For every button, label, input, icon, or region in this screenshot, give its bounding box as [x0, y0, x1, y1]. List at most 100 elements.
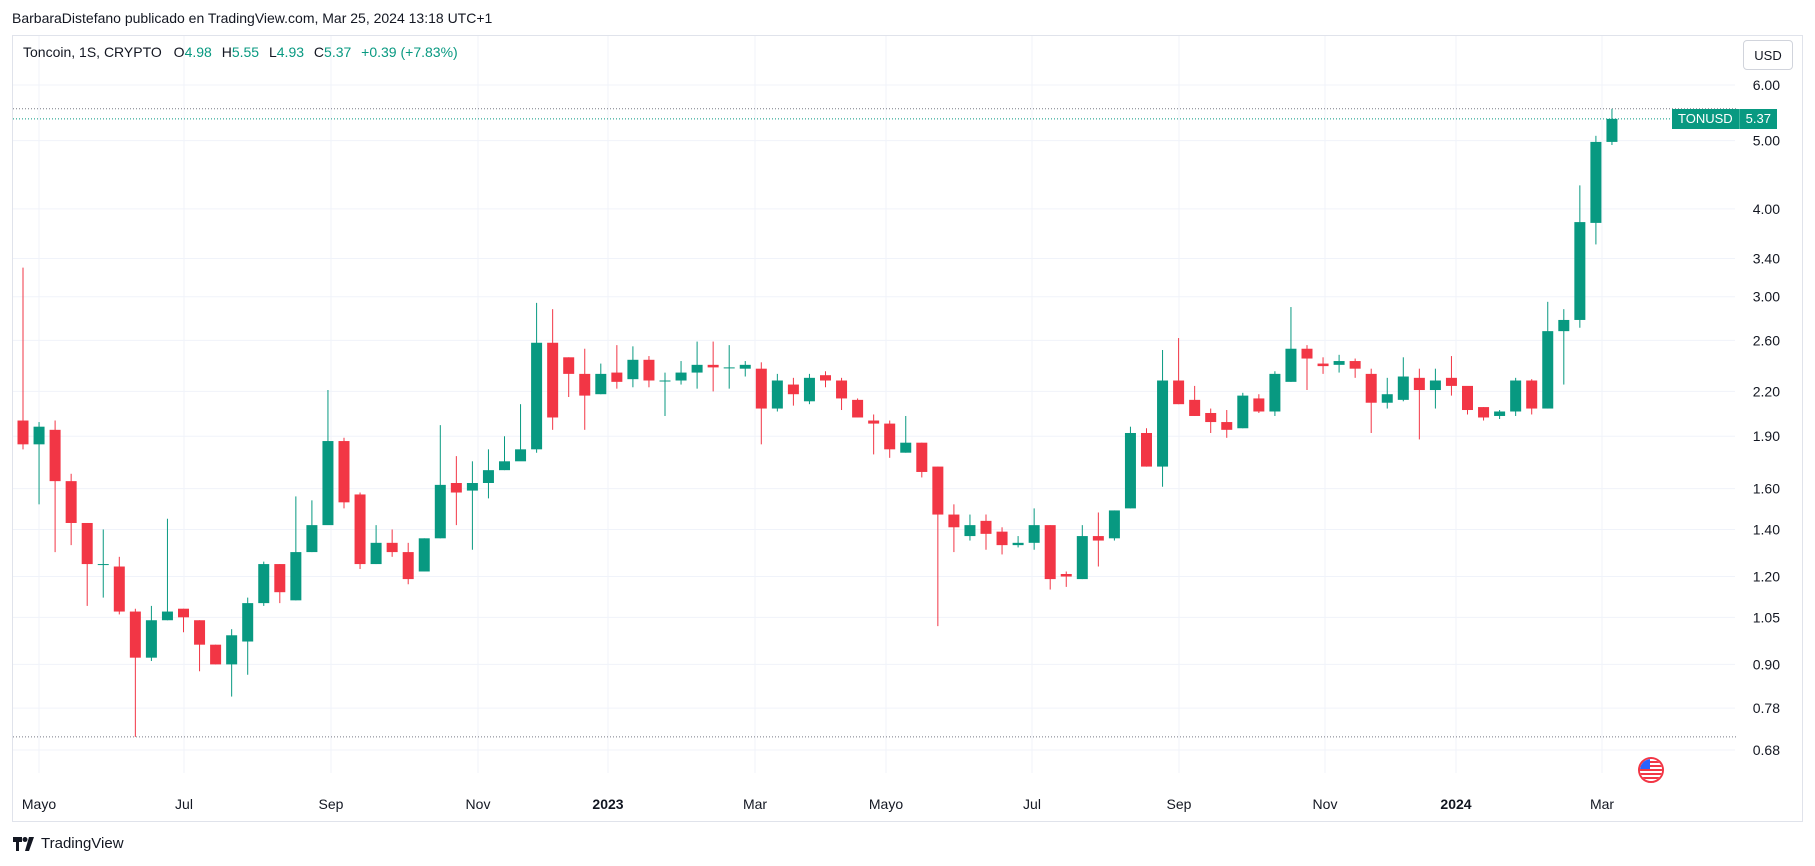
candle-body[interactable]	[1285, 348, 1297, 382]
candle-body[interactable]	[595, 373, 607, 395]
candle-body[interactable]	[65, 481, 77, 523]
candle-body[interactable]	[81, 522, 93, 565]
candle-body[interactable]	[418, 538, 430, 572]
candle-body[interactable]	[450, 483, 462, 493]
candle-body[interactable]	[1157, 380, 1169, 467]
candle-body[interactable]	[161, 611, 173, 621]
candle-body[interactable]	[113, 566, 125, 612]
candle-body[interactable]	[932, 466, 944, 515]
candle-body[interactable]	[787, 384, 799, 395]
candle-body[interactable]	[178, 608, 189, 618]
candle-body[interactable]	[547, 342, 559, 418]
candle-body[interactable]	[210, 644, 222, 665]
candle-body[interactable]	[900, 442, 912, 453]
candle-body[interactable]	[675, 372, 687, 381]
candle-body[interactable]	[820, 375, 831, 381]
candle-body[interactable]	[466, 483, 478, 491]
candle-body[interactable]	[1606, 118, 1618, 142]
candle-body[interactable]	[1542, 331, 1554, 409]
tradingview-logo-icon[interactable]	[13, 836, 35, 851]
candle-body[interactable]	[33, 426, 45, 445]
candle-body[interactable]	[980, 520, 992, 534]
symbol-label[interactable]: Toncoin, 1S, CRYPTO	[23, 44, 162, 60]
candle-body[interactable]	[306, 525, 318, 553]
candle-body[interactable]	[1397, 376, 1409, 400]
candle-body[interactable]	[1060, 573, 1072, 577]
candle-body[interactable]	[739, 364, 751, 369]
candle-body[interactable]	[836, 380, 848, 399]
candle-body[interactable]	[1478, 407, 1490, 418]
candle-body[interactable]	[1044, 525, 1056, 580]
candle-body[interactable]	[611, 372, 623, 382]
candle-body[interactable]	[1558, 319, 1570, 332]
candle-body[interactable]	[1413, 377, 1425, 391]
candle-body[interactable]	[242, 603, 254, 642]
candle-body[interactable]	[515, 449, 527, 462]
candle-body[interactable]	[659, 380, 671, 382]
candle-body[interactable]	[1028, 525, 1040, 543]
candle-body[interactable]	[755, 368, 767, 409]
candle-body[interactable]	[1301, 348, 1313, 359]
candle-body[interactable]	[1189, 399, 1201, 416]
candle-body[interactable]	[1173, 380, 1185, 405]
candle-body[interactable]	[531, 342, 543, 450]
candle-body[interactable]	[691, 364, 703, 373]
candle-body[interactable]	[1317, 363, 1329, 367]
x-axis[interactable]: Mayo Jul Sep Nov 2023 Mar Mayo Jul Sep Nov 2024 Mar	[22, 796, 1615, 812]
candle-body[interactable]	[194, 620, 206, 645]
candle-body[interactable]	[434, 484, 446, 539]
candle-body[interactable]	[964, 525, 976, 537]
candle-body[interactable]	[370, 542, 382, 565]
candle-body[interactable]	[145, 620, 157, 658]
candle-body[interactable]	[482, 470, 494, 484]
candle-body[interactable]	[354, 494, 366, 565]
candle-body[interactable]	[803, 377, 815, 402]
candle-body[interactable]	[1108, 510, 1120, 539]
currency-button[interactable]: USD	[1743, 40, 1793, 70]
candle-body[interactable]	[386, 542, 398, 553]
candle-body[interactable]	[1237, 395, 1249, 429]
candle-body[interactable]	[1526, 380, 1538, 409]
candle-body[interactable]	[1333, 361, 1345, 365]
candle-body[interactable]	[1076, 536, 1088, 580]
candle-body[interactable]	[868, 420, 880, 424]
brand-name[interactable]: TradingView	[41, 835, 124, 852]
candle-body[interactable]	[49, 429, 61, 482]
candle-body[interactable]	[1494, 411, 1506, 416]
candle-body[interactable]	[916, 442, 928, 472]
candle-body[interactable]	[884, 423, 896, 450]
candle-body[interactable]	[563, 357, 575, 374]
candle-body[interactable]	[274, 564, 286, 593]
candle-body[interactable]	[1205, 412, 1217, 423]
candle-body[interactable]	[643, 359, 655, 381]
candle-body[interactable]	[1269, 373, 1281, 412]
candle-body[interactable]	[1429, 380, 1441, 391]
candle-body[interactable]	[707, 364, 719, 368]
candle-body[interactable]	[499, 461, 510, 471]
candle-body[interactable]	[996, 531, 1008, 546]
candle-body[interactable]	[1381, 394, 1393, 403]
candle-body[interactable]	[338, 441, 350, 503]
candle-body[interactable]	[322, 441, 334, 526]
candle-body[interactable]	[1510, 380, 1522, 412]
candle-body[interactable]	[723, 367, 735, 369]
candle-body[interactable]	[1590, 141, 1602, 223]
candle-body[interactable]	[852, 399, 864, 418]
us-flag-icon[interactable]	[1638, 757, 1664, 783]
candle-body[interactable]	[1349, 361, 1361, 369]
candle-body[interactable]	[1092, 536, 1104, 541]
candle-body[interactable]	[402, 552, 414, 580]
candle-body[interactable]	[579, 373, 591, 396]
candle-body[interactable]	[1124, 432, 1136, 509]
candle-body[interactable]	[948, 514, 960, 528]
candle-body[interactable]	[1445, 377, 1457, 386]
candle-body[interactable]	[17, 420, 29, 445]
candle-body[interactable]	[1253, 398, 1265, 412]
candle-body[interactable]	[97, 564, 109, 566]
candle-body[interactable]	[290, 552, 302, 601]
candle-body[interactable]	[129, 611, 141, 658]
candle-body[interactable]	[1221, 422, 1233, 430]
candle-body[interactable]	[1462, 385, 1473, 411]
candle-body[interactable]	[226, 635, 238, 665]
